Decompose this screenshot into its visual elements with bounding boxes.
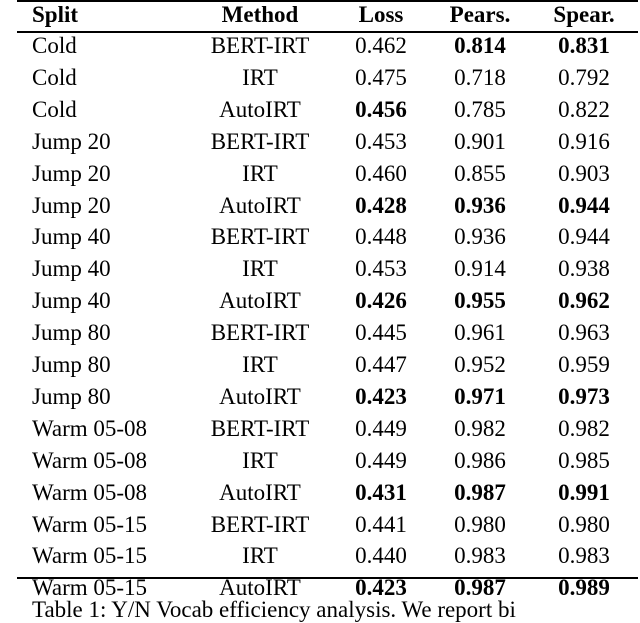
table-cell: 0.445	[355, 320, 407, 346]
table-cell: 0.441	[355, 511, 407, 537]
table-cell: Cold	[32, 96, 77, 122]
table-cell: 0.718	[454, 64, 506, 90]
table-cell: Jump 20	[32, 160, 111, 186]
table-cell: 0.989	[558, 575, 610, 601]
table-cell: Jump 80	[32, 320, 111, 346]
table-cell: 0.971	[454, 383, 506, 409]
table-cell: Cold	[32, 64, 77, 90]
table-cell: 0.448	[355, 224, 407, 250]
table-cell: AutoIRT	[219, 192, 301, 218]
table-cell: 0.449	[355, 415, 407, 441]
table-cell: 0.987	[454, 479, 506, 505]
table-cell: BERT-IRT	[210, 224, 310, 250]
table-cell: 0.423	[355, 383, 407, 409]
header-cell: Method	[221, 2, 299, 27]
rule	[17, 577, 638, 579]
table-cell: 0.982	[454, 415, 506, 441]
table-cell: IRT	[242, 352, 278, 377]
table-cell: 0.855	[454, 160, 506, 186]
table-cell: BERT-IRT	[210, 511, 310, 537]
header-cell: Pears.	[449, 2, 511, 27]
table-cell: 0.901	[454, 128, 506, 154]
table-cell: 0.449	[355, 447, 407, 473]
table-cell: 0.831	[558, 33, 610, 58]
table-cell: IRT	[242, 160, 278, 186]
table-cell: Jump 20	[32, 128, 111, 154]
table-cell: 0.980	[558, 511, 610, 537]
table-cell: 0.986	[454, 447, 506, 473]
table-cell: AutoIRT	[219, 479, 301, 505]
table-cell: Warm 05-08	[32, 447, 148, 473]
table-cell: AutoIRT	[219, 383, 301, 409]
table-cell: 0.985	[558, 447, 610, 473]
table-cell: IRT	[242, 64, 278, 90]
table-cell: 0.462	[355, 33, 407, 58]
table-cell: 0.453	[355, 256, 407, 282]
table-cell: BERT-IRT	[210, 415, 310, 441]
table-cell: Jump 40	[32, 288, 111, 314]
table-cell: 0.431	[355, 479, 407, 505]
header-cell: Split	[32, 2, 79, 27]
table-cell: BERT-IRT	[210, 33, 310, 58]
table-cell: 0.982	[558, 415, 610, 441]
table-cell: 0.453	[355, 128, 407, 154]
table-cell: 0.914	[454, 256, 506, 282]
table-cell: BERT-IRT	[210, 320, 310, 346]
table-cell: 0.814	[454, 33, 506, 58]
table-cell: Jump 20	[32, 192, 111, 218]
table-cell: 0.785	[454, 96, 506, 122]
table-cell: 0.428	[355, 192, 407, 218]
table-cell: 0.944	[558, 192, 610, 218]
table-cell: Warm 05-15	[32, 575, 148, 601]
table-cell: 0.961	[454, 320, 506, 346]
table-cell: 0.936	[454, 224, 506, 250]
table-cell: Warm 05-08	[32, 479, 148, 505]
table-cell: 0.475	[355, 64, 407, 90]
table-cell: IRT	[242, 543, 278, 569]
table-cell: 0.983	[558, 543, 610, 569]
table-cell: 0.991	[558, 479, 610, 505]
table-cell: 0.423	[355, 575, 407, 601]
header-cell: Loss	[358, 2, 404, 27]
table-cell: 0.822	[558, 96, 610, 122]
table-cell: AutoIRT	[219, 288, 301, 314]
table-cell: Jump 80	[32, 383, 111, 409]
table-cell: 0.983	[454, 543, 506, 569]
rule	[17, 31, 638, 33]
table-cell: 0.973	[558, 383, 610, 409]
table-cell: IRT	[242, 447, 278, 473]
page: Table 1: Y/N Vocab efficiency analysis. …	[17, 0, 638, 622]
table-cell: 0.456	[355, 96, 407, 122]
table-cell: AutoIRT	[219, 96, 301, 122]
table-cell: Warm 05-15	[32, 511, 148, 537]
table-cell: 0.916	[558, 128, 610, 154]
table-cell: BERT-IRT	[210, 128, 310, 154]
table-cell: Jump 40	[32, 224, 111, 250]
table-cell: 0.952	[454, 352, 506, 377]
table-cell: 0.944	[558, 224, 610, 250]
table-cell: 0.938	[558, 256, 610, 282]
table-cell: 0.903	[558, 160, 610, 186]
header-cell: Spear.	[553, 2, 615, 27]
table-cell: 0.440	[355, 543, 407, 569]
table-cell: Warm 05-08	[32, 415, 148, 441]
table-cell: 0.980	[454, 511, 506, 537]
table-cell: 0.447	[355, 352, 407, 377]
table-cell: IRT	[242, 256, 278, 282]
table-cell: 0.987	[454, 575, 506, 601]
table-cell: AutoIRT	[219, 575, 301, 601]
table-cell: 0.963	[558, 320, 610, 346]
table-cell: Warm 05-15	[32, 543, 148, 569]
table-cell: 0.962	[558, 288, 610, 314]
table-cell: 0.955	[454, 288, 506, 314]
table-cell: Jump 40	[32, 256, 111, 282]
table-cell: Cold	[32, 33, 77, 58]
table-cell: 0.959	[558, 352, 610, 377]
table-cell: 0.936	[454, 192, 506, 218]
table-cell: Jump 80	[32, 352, 111, 377]
table-cell: 0.426	[355, 288, 407, 314]
table-cell: 0.460	[355, 160, 407, 186]
table-cell: 0.792	[558, 64, 610, 90]
rule	[17, 0, 638, 2]
